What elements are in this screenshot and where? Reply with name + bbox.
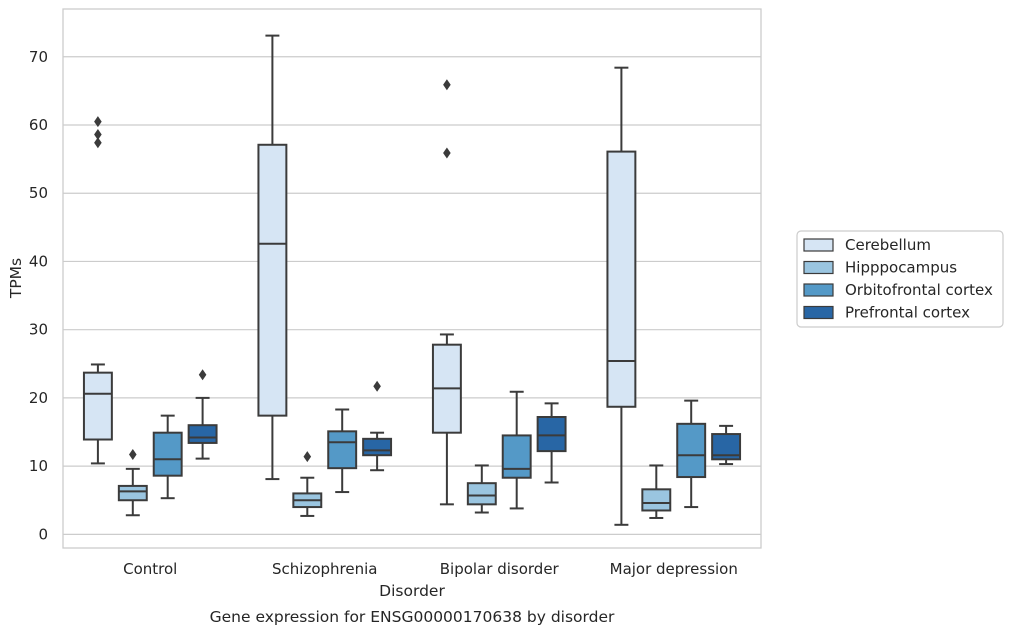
y-tick-label: 70 [29, 48, 48, 66]
box-iqr [327, 430, 358, 470]
box-iqr [257, 143, 288, 417]
box-prefrontal-cortex [711, 424, 742, 466]
x-axis-title: Disorder [379, 582, 445, 600]
box-hipppocampus [117, 449, 148, 517]
y-tick-label: 50 [29, 184, 48, 202]
legend-label: Orbitofrontal cortex [845, 281, 993, 299]
box-orbitofrontal-cortex [152, 414, 183, 500]
box-iqr [82, 371, 113, 441]
outlier-point [129, 449, 137, 461]
box-iqr [606, 150, 637, 408]
y-tick-label: 0 [38, 525, 48, 543]
legend-swatch [803, 238, 834, 252]
x-tick-label: Control [123, 560, 177, 578]
legend-swatch [803, 305, 834, 320]
plot-frame [62, 8, 762, 549]
box-iqr [117, 484, 148, 502]
box-orbitofrontal-cortex [327, 408, 358, 494]
box-iqr [362, 437, 393, 457]
box-hipppocampus [641, 464, 672, 519]
box-hipppocampus [292, 451, 323, 517]
box-orbitofrontal-cortex [676, 399, 707, 509]
legend-label: Hipppocampus [845, 259, 957, 277]
outlier-point [443, 147, 451, 159]
box-prefrontal-cortex [187, 369, 218, 460]
legend-label: Prefrontal cortex [845, 304, 970, 322]
box-hipppocampus [466, 464, 497, 514]
box-iqr [501, 434, 532, 479]
outlier-point [94, 116, 102, 128]
box-iqr [187, 424, 218, 444]
y-tick-label: 60 [29, 116, 48, 134]
x-tick-label: Schizophrenia [272, 560, 377, 578]
box-iqr [676, 422, 707, 479]
box-cerebellum [431, 79, 462, 506]
box-cerebellum [606, 66, 637, 526]
chart-caption: Gene expression for ENSG00000170638 by d… [210, 608, 615, 626]
x-tick-label: Major depression [610, 560, 738, 578]
box-iqr [536, 416, 567, 453]
legend: Cerebellum Hipppocampus Orbitofrontal cort… [796, 230, 1004, 328]
y-axis-title: TPMs [7, 258, 25, 299]
y-tick-label: 40 [29, 252, 48, 270]
y-tick-label: 30 [29, 321, 48, 339]
box-prefrontal-cortex [536, 402, 567, 484]
box-iqr [641, 488, 672, 512]
outlier-point [373, 380, 381, 392]
legend-frame [796, 230, 1004, 328]
legend-label: Cerebellum [845, 236, 931, 254]
outlier-point [94, 137, 102, 149]
y-tick-label: 20 [29, 389, 48, 407]
outlier-point [94, 129, 102, 141]
x-tick-label: Bipolar disorder [440, 560, 560, 578]
box-orbitofrontal-cortex [501, 390, 532, 510]
legend-swatch [803, 283, 834, 297]
box-prefrontal-cortex [362, 380, 393, 472]
box-cerebellum [82, 116, 113, 465]
y-tick-label: 10 [29, 457, 48, 475]
box-iqr [466, 482, 497, 506]
y-tick-labels: 0 10 20 30 40 50 60 70 [29, 48, 48, 544]
box-cerebellum [257, 34, 288, 481]
outlier-point [198, 369, 207, 381]
x-tick-labels: Control Schizophrenia Bipolar disorder Majo… [123, 560, 738, 578]
boxes [82, 34, 742, 526]
legend-swatch [803, 260, 834, 275]
outlier-point [303, 451, 312, 463]
box-iqr [152, 431, 183, 477]
outlier-point [443, 79, 451, 91]
